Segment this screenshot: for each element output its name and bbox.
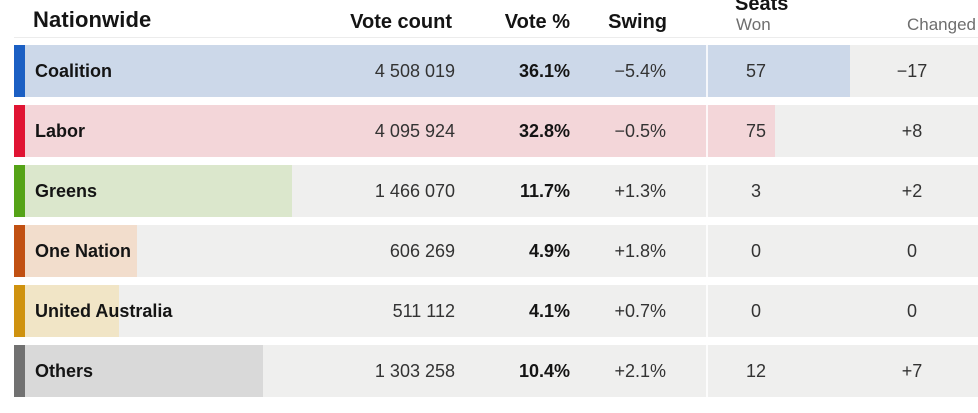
party-color-tab: [14, 105, 25, 157]
party-color-tab: [14, 345, 25, 397]
vote-percent-value: 10.4%: [518, 361, 570, 381]
seats-won-value: 75: [745, 121, 767, 141]
header-divider: [14, 37, 978, 38]
seats-changed-value: +7: [901, 361, 923, 381]
seats-column-divider: [706, 285, 708, 337]
swing-value: +2.1%: [614, 361, 666, 381]
swing-value: +1.3%: [614, 181, 666, 201]
seats-won-value: 0: [750, 301, 761, 321]
table-row: One Nation 606 269 4.9% +1.8% 0 0: [14, 225, 978, 277]
vote-share-bar: [14, 345, 263, 397]
vote-share-bar: [14, 285, 119, 337]
swing-value: −0.5%: [614, 121, 666, 141]
party-name: United Australia: [35, 301, 173, 321]
party-name: Labor: [35, 121, 86, 141]
seats-won-value: 57: [745, 61, 767, 81]
seats-column-divider: [706, 225, 708, 277]
column-header-vote-percent: Vote %: [504, 11, 570, 33]
seats-column-divider: [706, 165, 708, 217]
vote-count-value: 606 269: [389, 241, 455, 261]
party-name: Others: [35, 361, 94, 381]
table-row: United Australia 511 112 4.1% +0.7% 0 0: [14, 285, 978, 337]
party-color-tab: [14, 225, 25, 277]
column-header-swing: Swing: [608, 11, 667, 33]
seats-changed-value: −17: [896, 61, 928, 81]
column-header-seats-won: Won: [736, 15, 771, 34]
party-color-tab: [14, 285, 25, 337]
table-title: Nationwide: [33, 7, 152, 32]
vote-percent-value: 36.1%: [518, 61, 570, 81]
vote-share-bar: [14, 45, 850, 97]
seats-changed-value: +2: [901, 181, 923, 201]
table-row: Greens 1 466 070 11.7% +1.3% 3 +2: [14, 165, 978, 217]
table-row: Labor 4 095 924 32.8% −0.5% 75 +8: [14, 105, 978, 157]
party-color-tab: [14, 45, 25, 97]
party-name: One Nation: [35, 241, 132, 261]
vote-share-bar: [14, 165, 293, 217]
column-header-seats-changed: Changed: [906, 15, 976, 34]
vote-count-value: 511 112: [392, 301, 455, 321]
swing-value: +0.7%: [614, 301, 666, 321]
seats-column-divider: [706, 345, 708, 397]
vote-share-bar: [14, 105, 775, 157]
seats-won-value: 0: [750, 241, 761, 261]
seats-column-divider: [706, 105, 708, 157]
table-row: Others 1 303 258 10.4% +2.1% 12 +7: [14, 345, 978, 397]
vote-count-value: 4 508 019: [374, 61, 455, 81]
swing-value: −5.4%: [614, 61, 666, 81]
seats-changed-value: +8: [901, 121, 923, 141]
vote-percent-value: 32.8%: [518, 121, 570, 141]
seats-column-divider: [706, 45, 708, 97]
party-name: Greens: [35, 181, 98, 201]
seats-won-value: 3: [750, 181, 761, 201]
vote-percent-value: 4.1%: [528, 301, 570, 321]
vote-count-value: 1 466 070: [374, 181, 455, 201]
party-name: Coalition: [35, 61, 112, 81]
seats-changed-value: 0: [906, 301, 917, 321]
seats-changed-value: 0: [906, 241, 917, 261]
vote-count-value: 1 303 258: [374, 361, 455, 381]
table-row: Coalition 4 508 019 36.1% −5.4% 57 −17: [14, 45, 978, 97]
column-header-seats: Seats: [735, 0, 789, 15]
column-header-vote-count: Vote count: [350, 11, 452, 33]
seats-won-value: 12: [745, 361, 767, 381]
party-color-tab: [14, 165, 25, 217]
swing-value: +1.8%: [614, 241, 666, 261]
vote-share-bar: [14, 225, 137, 277]
vote-percent-value: 4.9%: [528, 241, 570, 261]
vote-percent-value: 11.7%: [519, 181, 570, 201]
vote-count-value: 4 095 924: [374, 121, 455, 141]
